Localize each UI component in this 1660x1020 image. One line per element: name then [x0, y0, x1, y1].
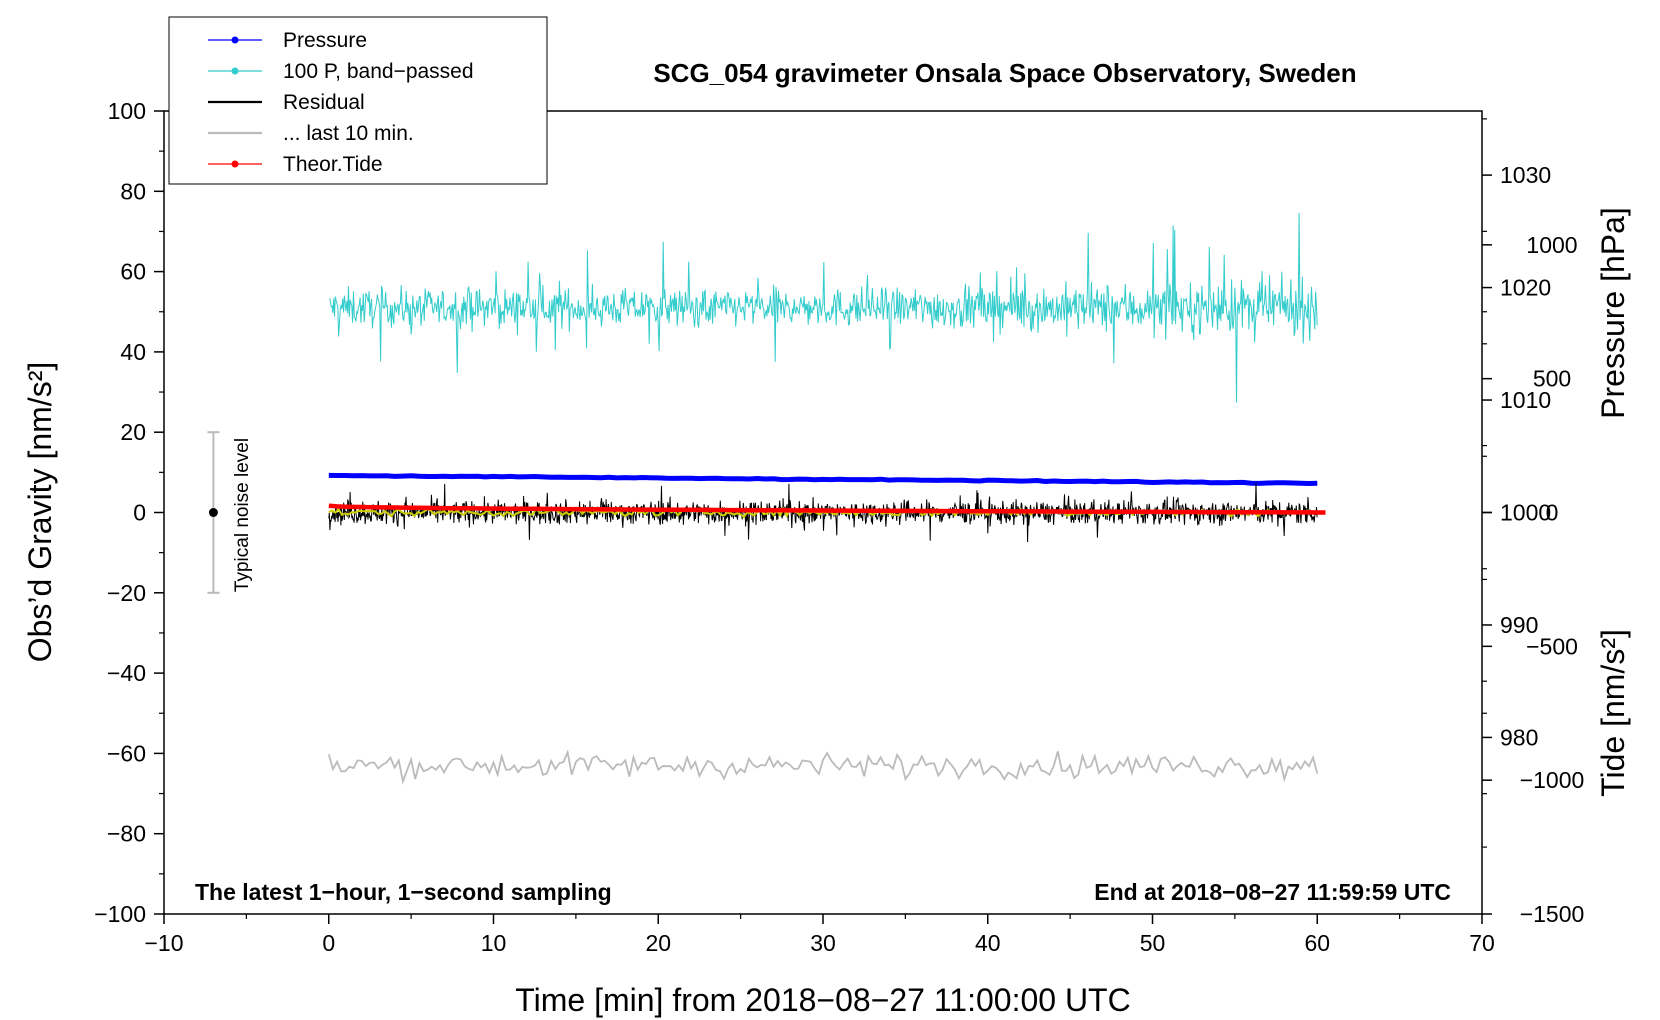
- x-tick-label: −10: [144, 930, 183, 956]
- y-left-tick-label: −40: [107, 660, 146, 686]
- legend-label: 100 P, band−passed: [283, 60, 474, 83]
- y-left-tick-label: −20: [107, 580, 146, 606]
- x-tick-label: 70: [1469, 930, 1495, 956]
- pressure-tick-label: 980: [1500, 724, 1538, 750]
- pressure-tick-label: 1020: [1500, 275, 1551, 301]
- x-tick-label: 40: [975, 930, 1001, 956]
- ticks-layer: −10 0 10 20 30 40 50 60 70−100−80−60−40−20020406…: [94, 98, 1584, 956]
- y-left-tick-label: 100: [108, 98, 146, 124]
- legend-label: ... last 10 min.: [283, 122, 414, 145]
- x-tick-label: 10: [481, 930, 507, 956]
- pressure-tick-label: 1000: [1500, 500, 1551, 526]
- tide-tick-label: −500: [1526, 633, 1578, 659]
- series-pressure: [328, 472, 1318, 486]
- x-tick-label: 30: [810, 930, 836, 956]
- legend-marker: [231, 160, 239, 168]
- y-left-tick-label: −80: [107, 821, 146, 847]
- series-layer: [327, 212, 1326, 785]
- x-tick-label: 20: [645, 930, 671, 956]
- pressure-tick-label: 1030: [1500, 162, 1551, 188]
- legend-label: Residual: [283, 91, 365, 114]
- pressure-tick-label: 990: [1500, 612, 1538, 638]
- legend-label: Pressure: [283, 29, 367, 52]
- legend-label: Theor.Tide: [283, 153, 383, 176]
- noise-bar-center: [208, 508, 218, 517]
- y-axis-label-tide: Tide [nm/s²]: [1595, 629, 1631, 797]
- annotation-right: End at 2018−08−27 11:59:59 UTC: [1094, 879, 1451, 905]
- legend: Pressure 100 P, band−passed Residual ... la…: [168, 16, 548, 185]
- x-tick-label: 0: [322, 930, 335, 956]
- x-axis-label: Time [min] from 2018−08−27 11:00:00 UTC: [515, 982, 1130, 1018]
- noise-bar-label: Typical noise level: [232, 438, 253, 592]
- y-left-tick-label: 0: [133, 500, 146, 526]
- tide-tick-label: 1000: [1526, 232, 1577, 258]
- y-axis-label-pressure: Pressure [hPa]: [1595, 207, 1631, 419]
- y-left-tick-label: 60: [120, 259, 146, 285]
- legend-marker: [231, 36, 239, 44]
- y-left-tick-label: −60: [107, 740, 146, 766]
- y-left-tick-label: 20: [120, 419, 146, 445]
- legend-items: Pressure 100 P, band−passed Residual ... la…: [208, 29, 474, 176]
- tide-tick-label: 500: [1533, 366, 1571, 392]
- chart-title: SCG_054 gravimeter Onsala Space Observat…: [653, 58, 1356, 88]
- y-axis-label-left: Obs’d Gravity [nm/s²]: [22, 362, 58, 663]
- annotation-left: The latest 1−hour, 1−second sampling: [195, 879, 612, 905]
- noise-bar: [207, 431, 220, 594]
- y-left-tick-label: −100: [94, 901, 146, 927]
- tide-tick-label: 0: [1546, 500, 1559, 526]
- tide-tick-label: −1000: [1520, 767, 1585, 793]
- x-tick-label: 50: [1140, 930, 1166, 956]
- y-left-tick-label: 40: [120, 339, 146, 365]
- series-band-passed-pressure: [329, 212, 1318, 403]
- y-left-tick-label: 80: [120, 178, 146, 204]
- series-last-10-min: [327, 749, 1319, 785]
- tide-tick-label: −1500: [1520, 901, 1585, 927]
- x-tick-label: 60: [1304, 930, 1330, 956]
- legend-marker: [231, 67, 239, 75]
- legend-box: [168, 16, 548, 185]
- series-theor-tide: [328, 503, 1326, 515]
- pressure-tick-label: 1010: [1500, 387, 1551, 413]
